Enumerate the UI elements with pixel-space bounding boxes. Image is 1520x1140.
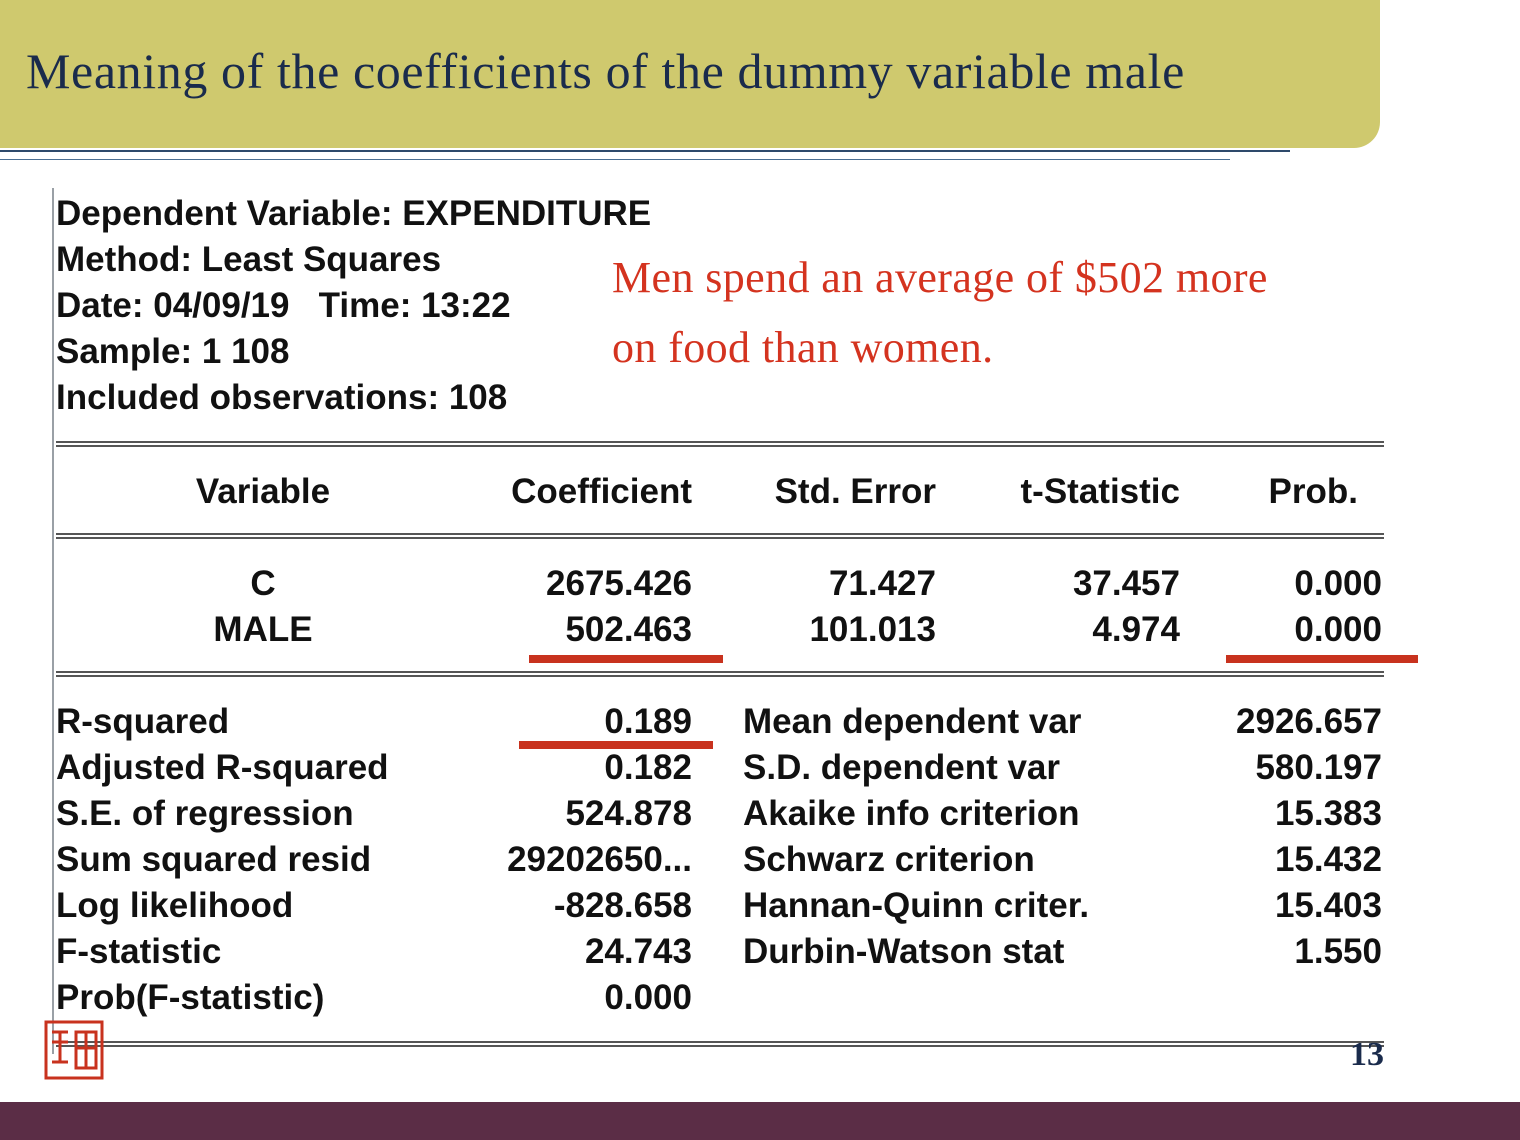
column-header-prob: Prob. [1268,472,1358,511]
stat-label-durbin-watson: Durbin-Watson stat [743,932,1065,971]
title-bar: Meaning of the coefficients of the dummy… [0,0,1380,148]
page-number: 13 [1350,1036,1384,1073]
stat-value-schwarz: 15.432 [1274,840,1382,879]
column-header-std-error: Std. Error [774,472,936,511]
stat-value-adjusted-r-squared: 0.182 [604,748,692,787]
row-c-t-statistic: 37.457 [1072,564,1180,603]
stat-value-se-regression: 524.878 [565,794,692,833]
stat-value-sum-squared-resid: 29202650... [507,840,692,879]
column-header-variable: Variable [195,472,331,511]
stat-value-sd-dependent-var: 580.197 [1255,748,1382,787]
stat-label-sum-squared-resid: Sum squared resid [56,840,372,879]
row-male-coefficient: 502.463 [565,610,692,649]
table-bottom-rule [56,1041,1384,1047]
title-rule [0,150,1290,152]
stat-label-sd-dependent-var: S.D. dependent var [743,748,1061,787]
stat-label-r-squared: R-squared [56,702,230,741]
stat-value-mean-dependent-var: 2926.657 [1236,702,1382,741]
header-bottom-rule [56,533,1384,539]
row-male-std-error: 101.013 [809,610,936,649]
stat-label-log-likelihood: Log likelihood [56,886,294,925]
stat-label-prob-f-statistic: Prob(F-statistic) [56,978,325,1017]
stat-value-f-statistic: 24.743 [584,932,692,971]
stat-value-log-likelihood: -828.658 [553,886,692,925]
row-male-t-statistic: 4.974 [1092,610,1180,649]
row-male-variable: MALE [213,610,313,649]
column-header-coefficient: Coefficient [511,472,692,511]
seal-logo-icon [44,1020,104,1080]
stat-value-durbin-watson: 1.550 [1294,932,1382,971]
method-line: Method: Least Squares [56,240,442,279]
title-rule-thin [0,159,1230,160]
row-male-prob: 0.000 [1294,610,1382,649]
sample-line: Sample: 1 108 [56,332,290,371]
footer-bar [0,1102,1520,1140]
dependent-variable-line: Dependent Variable: EXPENDITURE [56,194,652,233]
observations-line: Included observations: 108 [56,378,508,417]
stat-label-hannan-quinn: Hannan-Quinn criter. [743,886,1090,925]
stat-label-se-regression: S.E. of regression [56,794,354,833]
stat-label-adjusted-r-squared: Adjusted R-squared [56,748,389,787]
stat-value-r-squared: 0.189 [604,702,692,741]
panel-border [52,188,54,1054]
column-header-t-statistic: t-Statistic [1020,472,1180,511]
annotation-note-line-1: Men spend an average of $502 more [612,253,1268,302]
stat-value-hannan-quinn: 15.403 [1274,886,1382,925]
date-time-line: Date: 04/09/19 Time: 13:22 [56,286,511,325]
row-c-variable: C [250,564,276,603]
stat-label-f-statistic: F-statistic [56,932,222,971]
stat-value-prob-f-statistic: 0.000 [604,978,692,1017]
row-c-prob: 0.000 [1294,564,1382,603]
slide-title: Meaning of the coefficients of the dummy… [26,43,1185,99]
stat-label-akaike: Akaike info criterion [743,794,1080,833]
highlight-r-squared [519,741,713,749]
highlight-male-prob [1226,655,1418,663]
annotation-note-line-2: on food than women. [612,323,994,372]
row-c-coefficient: 2675.426 [546,564,692,603]
regression-output-panel [50,188,1386,1056]
coefficients-bottom-rule [56,671,1384,677]
table-top-rule [56,441,1384,447]
highlight-male-coefficient [529,655,723,663]
stat-value-akaike: 15.383 [1274,794,1382,833]
row-c-std-error: 71.427 [828,564,936,603]
stat-label-mean-dependent-var: Mean dependent var [743,702,1082,741]
stat-label-schwarz: Schwarz criterion [743,840,1035,879]
